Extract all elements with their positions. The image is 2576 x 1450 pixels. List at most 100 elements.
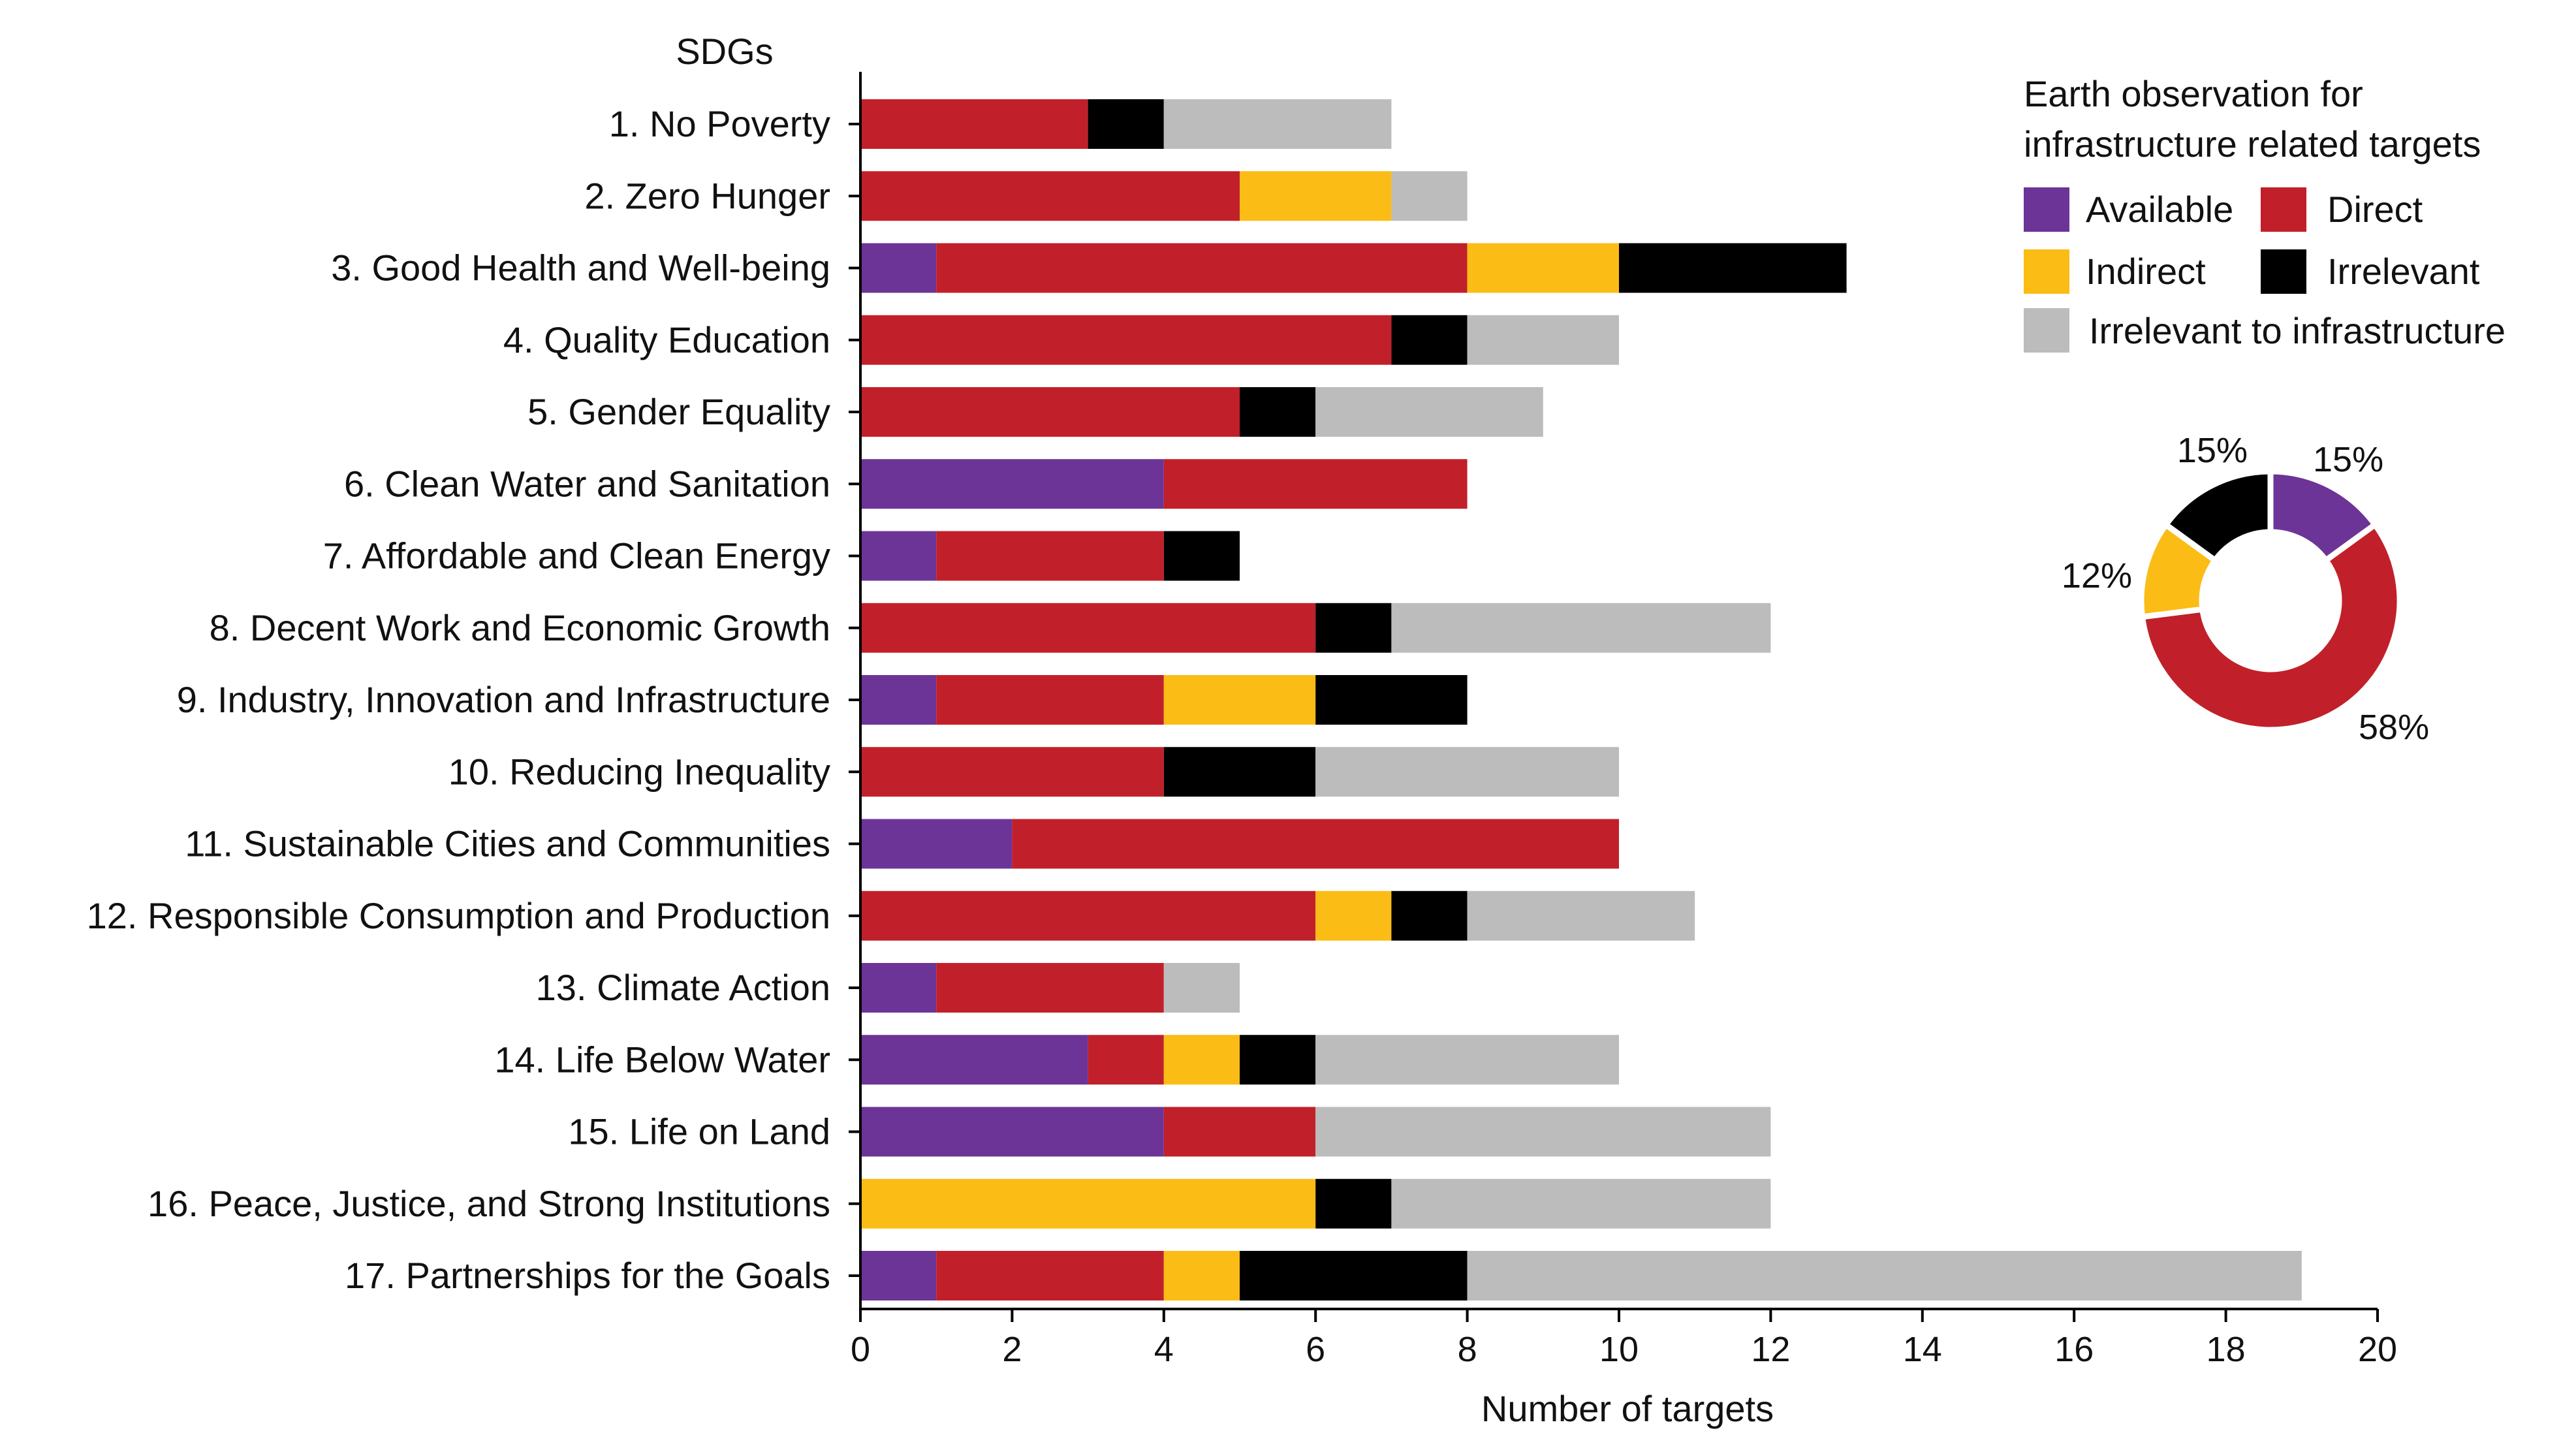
category-label-17: 17. Partnerships for the Goals [345, 1255, 830, 1296]
donut-label-available: 15% [2313, 440, 2383, 479]
legend-swatch-irrelevant-to-infrastructure [2024, 308, 2069, 353]
bar-12-indirect [1315, 890, 1392, 941]
bar-4-direct [860, 315, 1392, 365]
donut-chart: 15% 58% 12% 15% [2062, 431, 2429, 747]
bar-3-irrelevant [1619, 243, 1847, 293]
donut-slice-irrelevant [2161, 468, 2274, 565]
bar-3-available [860, 243, 937, 293]
legend-swatch-direct [2261, 187, 2306, 232]
bar-6-direct [1163, 459, 1468, 509]
category-label-15: 15. Life on Land [568, 1111, 830, 1152]
bar-4-irrelevant [1391, 315, 1468, 365]
x-tick-label-20: 20 [2358, 1330, 2397, 1369]
bar-6-available [860, 459, 1164, 509]
x-axis: 0 2 4 6 8 10 12 14 16 18 20 [851, 1308, 2397, 1369]
bar-16-irrelevant-to-infrastructure [1391, 1178, 1771, 1229]
bar-7-available [860, 531, 937, 581]
bar-8-irrelevant [1315, 603, 1392, 653]
bar-3-direct [936, 243, 1468, 293]
bar-17-direct [936, 1251, 1164, 1300]
x-tick-label-12: 12 [1751, 1330, 1790, 1369]
bar-17-irrelevant [1240, 1251, 1468, 1300]
x-tick-label-10: 10 [1599, 1330, 1639, 1369]
bar-5-direct [860, 387, 1240, 437]
bar-9-indirect [1163, 675, 1316, 725]
bar-10-irrelevant-to-infrastructure [1315, 747, 1619, 797]
bar-4-irrelevant-to-infrastructure [1467, 315, 1619, 365]
bar-7-direct [936, 531, 1164, 581]
y-axis-title: SDGs [676, 31, 773, 72]
bar-15-direct [1163, 1107, 1316, 1157]
donut-label-irrelevant: 15% [2177, 431, 2248, 470]
x-tick-label-2: 2 [1002, 1330, 1022, 1369]
bar-14-irrelevant [1240, 1035, 1316, 1085]
x-tick-label-16: 16 [2054, 1330, 2094, 1369]
legend-label-available: Available [2086, 189, 2233, 230]
bar-14-irrelevant-to-infrastructure [1315, 1035, 1619, 1085]
legend-swatch-irrelevant [2261, 249, 2306, 294]
bar-12-irrelevant-to-infrastructure [1467, 890, 1695, 941]
bar-10-direct [860, 747, 1164, 797]
donut-label-direct: 58% [2359, 708, 2429, 747]
x-axis-label: Number of targets [1481, 1388, 1774, 1429]
bar-9-available [860, 675, 937, 725]
x-tick-label-0: 0 [851, 1330, 870, 1369]
bar-17-irrelevant-to-infrastructure [1467, 1251, 2302, 1300]
bar-1-irrelevant [1088, 99, 1164, 149]
bar-14-available [860, 1035, 1088, 1085]
category-label-5: 5. Gender Equality [527, 391, 830, 432]
bar-9-irrelevant [1315, 675, 1468, 725]
x-tick-label-18: 18 [2207, 1330, 2246, 1369]
legend-label-direct: Direct [2327, 189, 2423, 230]
bar-13-irrelevant-to-infrastructure [1163, 963, 1240, 1013]
legend-label-indirect: Indirect [2086, 251, 2206, 292]
bar-2-direct [860, 171, 1240, 221]
bar-11-direct [1012, 819, 1619, 869]
bar-14-direct [1088, 1035, 1164, 1085]
legend-swatch-available [2024, 187, 2069, 232]
bar-10-irrelevant [1163, 747, 1316, 797]
category-label-13: 13. Climate Action [536, 967, 830, 1008]
bars [860, 99, 2302, 1300]
legend: Earth observation for infrastructure rela… [2024, 73, 2505, 353]
category-label-3: 3. Good Health and Well-being [331, 247, 830, 289]
bar-15-irrelevant-to-infrastructure [1315, 1107, 1771, 1157]
bar-15-available [860, 1107, 1164, 1157]
bar-1-direct [860, 99, 1088, 149]
category-label-9: 9. Industry, Innovation and Infrastructu… [177, 679, 830, 720]
category-labels: 1. No Poverty 2. Zero Hunger 3. Good Healt… [87, 103, 830, 1296]
bar-5-irrelevant-to-infrastructure [1315, 387, 1543, 437]
category-label-12: 12. Responsible Consumption and Producti… [87, 895, 830, 936]
x-tick-label-8: 8 [1458, 1330, 1477, 1369]
bar-13-direct [936, 963, 1164, 1013]
y-axis [849, 72, 862, 1309]
bar-12-direct [860, 890, 1316, 941]
category-label-4: 4. Quality Education [503, 319, 830, 360]
bar-2-indirect [1240, 171, 1392, 221]
donut-slice-direct [2139, 520, 2403, 733]
bar-16-indirect [860, 1178, 1316, 1229]
x-tick-label-14: 14 [1903, 1330, 1942, 1369]
stacked-bar-chart: SDGs 1. No Poverty 2. Zero Hunger 3. Good … [87, 31, 2397, 1429]
bar-12-irrelevant [1391, 890, 1468, 941]
bar-2-irrelevant-to-infrastructure [1391, 171, 1468, 221]
bar-3-indirect [1467, 243, 1619, 293]
legend-swatch-indirect [2024, 249, 2069, 294]
bar-5-irrelevant [1240, 387, 1316, 437]
x-tick-label-6: 6 [1306, 1330, 1325, 1369]
category-label-14: 14. Life Below Water [494, 1039, 830, 1080]
donut-label-indirect: 12% [2062, 556, 2132, 595]
bar-9-direct [936, 675, 1164, 725]
legend-title-line-2: infrastructure related targets [2024, 123, 2481, 165]
category-label-6: 6. Clean Water and Sanitation [344, 463, 830, 504]
bar-11-available [860, 819, 1013, 869]
category-label-16: 16. Peace, Justice, and Strong Instituti… [148, 1183, 830, 1224]
category-label-11: 11. Sustainable Cities and Communities [185, 823, 830, 864]
bar-8-irrelevant-to-infrastructure [1391, 603, 1771, 653]
category-label-10: 10. Reducing Inequality [448, 751, 830, 792]
category-label-1: 1. No Poverty [609, 103, 830, 144]
bar-17-available [860, 1251, 937, 1300]
legend-label-irrelevant: Irrelevant [2327, 251, 2480, 292]
bar-7-irrelevant [1163, 531, 1240, 581]
